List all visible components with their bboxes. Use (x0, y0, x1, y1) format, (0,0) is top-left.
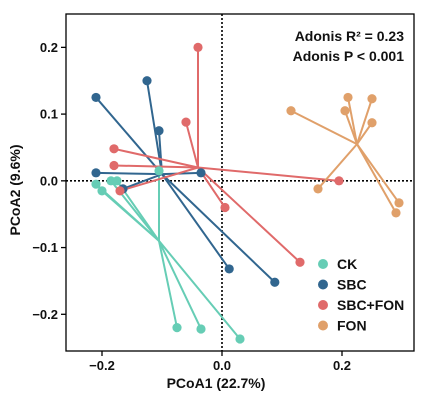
ck-point (91, 179, 101, 189)
fon-spoke (290, 109, 358, 146)
sbc-point (224, 264, 234, 274)
axis-ticks: −0.2 0.0 0.2 −0.2 −0.1 0.0 0.1 0.2 (32, 40, 351, 373)
sbc-spoke (122, 173, 163, 190)
y-tick-label: 0.1 (40, 107, 58, 122)
fon-point (394, 198, 404, 208)
points (91, 42, 404, 344)
ck-point (112, 176, 122, 186)
sbc-fon-spoke (113, 147, 199, 169)
adonis-r2-annotation: Adonis R² = 0.23 (295, 28, 405, 44)
y-axis-title: PCoA2 (9.6%) (7, 144, 23, 235)
ck-spoke (158, 240, 178, 328)
fon-point (286, 106, 296, 116)
ck-point (97, 186, 107, 196)
sbc-fon-point (181, 117, 191, 127)
zero-lines (66, 14, 414, 351)
sbc-fon-spoke (185, 121, 199, 168)
sbc-point (91, 168, 101, 178)
sbc-spoke (161, 171, 202, 176)
ck-point (235, 334, 245, 344)
sbc-fon-point (334, 176, 344, 186)
ck-point (196, 324, 206, 334)
sbc-point (91, 92, 101, 103)
y-tick-label: 0.2 (40, 40, 58, 55)
legend-marker-sbc (318, 279, 328, 290)
sbc-spoke (95, 96, 163, 175)
sbc-fon-point (109, 144, 119, 154)
fon-spoke (356, 143, 397, 214)
fon-point (343, 92, 353, 103)
ck-point (172, 323, 182, 333)
sbc-spoke (95, 171, 163, 176)
x-tick-label: 0.0 (213, 358, 231, 373)
sbc-fon-spoke (197, 166, 340, 182)
legend-label-sbc-fon: SBC+FON (337, 297, 404, 313)
fon-point (367, 94, 377, 104)
fon-spoke (317, 143, 358, 190)
fon-point (367, 118, 377, 128)
sbc-fon-point (115, 186, 125, 196)
legend-label-sbc: SBC (337, 277, 367, 293)
sbc-fon-spoke (119, 166, 199, 192)
fon-point (391, 208, 401, 218)
y-tick-label: −0.1 (32, 240, 58, 255)
sbc-point (270, 277, 280, 287)
sbc-fon-spoke (113, 164, 199, 169)
y-tick-label: 0.0 (40, 173, 58, 188)
sbc-fon-point (193, 42, 203, 52)
legend: CK SBC SBC+FON FON (318, 256, 404, 334)
fon-spoke (356, 98, 373, 145)
fon-spoke (347, 97, 358, 145)
sbc-point (154, 126, 164, 136)
legend-label-ck: CK (337, 256, 357, 272)
ck-spoke (158, 240, 202, 330)
ck-point (154, 166, 164, 176)
sbc-fon-spoke (197, 166, 301, 263)
sbc-spoke (161, 173, 231, 270)
y-tick-label: −0.2 (32, 307, 58, 322)
sbc-fon-point (109, 160, 119, 171)
ck-spoke (158, 240, 241, 340)
adonis-p-annotation: Adonis P < 0.001 (293, 48, 405, 64)
x-axis-title: PCoA1 (22.7%) (167, 375, 266, 391)
plot-frame (65, 13, 415, 352)
x-tick-label: 0.2 (333, 358, 351, 373)
sbc-spoke (161, 173, 276, 283)
sbc-fon-point (220, 202, 230, 213)
fon-point (340, 106, 350, 116)
x-tick-label: −0.2 (89, 358, 115, 373)
ck-spoke (101, 190, 160, 242)
spokes (95, 47, 400, 340)
legend-marker-ck (318, 259, 328, 269)
legend-marker-fon (318, 320, 328, 331)
legend-label-fon: FON (337, 318, 367, 334)
sbc-point (142, 76, 152, 86)
fon-spoke (356, 143, 400, 204)
legend-marker-sbc-fon (318, 300, 328, 310)
sbc-point (196, 168, 206, 178)
fon-point (313, 184, 323, 194)
sbc-fon-point (295, 257, 305, 267)
